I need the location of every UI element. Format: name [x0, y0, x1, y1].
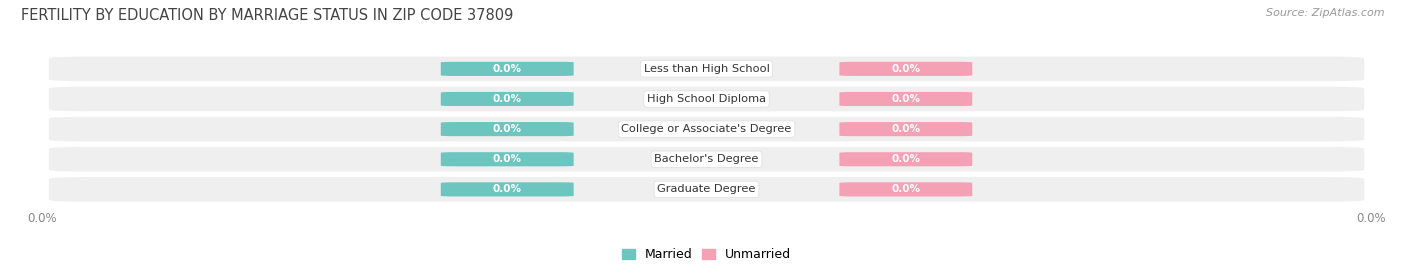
Legend: Married, Unmarried: Married, Unmarried [621, 249, 792, 261]
Text: 0.0%: 0.0% [492, 154, 522, 164]
FancyBboxPatch shape [440, 152, 574, 166]
FancyBboxPatch shape [839, 182, 972, 196]
FancyBboxPatch shape [440, 62, 574, 76]
FancyBboxPatch shape [839, 62, 972, 76]
Text: 0.0%: 0.0% [492, 64, 522, 74]
FancyBboxPatch shape [49, 147, 1364, 172]
FancyBboxPatch shape [440, 92, 574, 106]
Text: 0.0%: 0.0% [891, 154, 921, 164]
Text: 0.0%: 0.0% [492, 124, 522, 134]
Text: FERTILITY BY EDUCATION BY MARRIAGE STATUS IN ZIP CODE 37809: FERTILITY BY EDUCATION BY MARRIAGE STATU… [21, 8, 513, 23]
Text: 0.0%: 0.0% [492, 184, 522, 194]
Text: 0.0%: 0.0% [492, 94, 522, 104]
FancyBboxPatch shape [49, 87, 1364, 111]
FancyBboxPatch shape [440, 122, 574, 136]
FancyBboxPatch shape [839, 152, 972, 166]
FancyBboxPatch shape [49, 177, 1364, 202]
Text: 0.0%: 0.0% [891, 94, 921, 104]
FancyBboxPatch shape [440, 182, 574, 196]
FancyBboxPatch shape [49, 56, 1364, 81]
Text: Bachelor's Degree: Bachelor's Degree [654, 154, 759, 164]
FancyBboxPatch shape [839, 92, 972, 106]
Text: 0.0%: 0.0% [891, 184, 921, 194]
Text: High School Diploma: High School Diploma [647, 94, 766, 104]
Text: 0.0%: 0.0% [891, 64, 921, 74]
Text: 0.0%: 0.0% [891, 124, 921, 134]
Text: Graduate Degree: Graduate Degree [658, 184, 755, 194]
Text: Less than High School: Less than High School [644, 64, 769, 74]
Text: College or Associate's Degree: College or Associate's Degree [621, 124, 792, 134]
FancyBboxPatch shape [839, 122, 972, 136]
Text: Source: ZipAtlas.com: Source: ZipAtlas.com [1267, 8, 1385, 18]
FancyBboxPatch shape [49, 117, 1364, 141]
